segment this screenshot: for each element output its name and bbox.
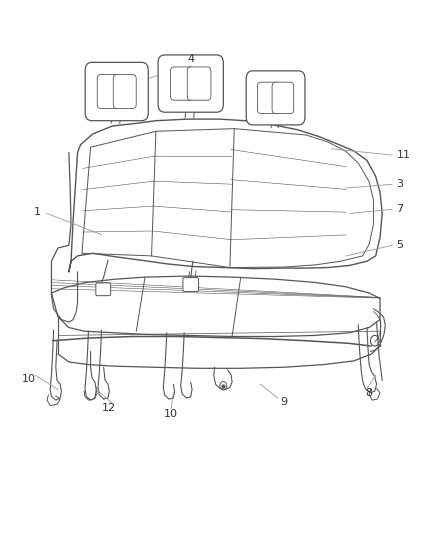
FancyBboxPatch shape	[97, 75, 120, 109]
Text: 8: 8	[366, 387, 373, 398]
Text: 9: 9	[280, 397, 287, 407]
FancyBboxPatch shape	[113, 75, 136, 109]
FancyBboxPatch shape	[85, 62, 148, 120]
Text: 11: 11	[396, 150, 410, 160]
FancyBboxPatch shape	[187, 67, 211, 100]
Text: 3: 3	[396, 179, 403, 189]
Text: 10: 10	[164, 409, 178, 419]
Text: 4: 4	[187, 54, 194, 63]
FancyBboxPatch shape	[258, 82, 279, 114]
FancyBboxPatch shape	[96, 283, 111, 296]
FancyBboxPatch shape	[170, 67, 194, 100]
FancyBboxPatch shape	[158, 55, 223, 112]
Text: 10: 10	[21, 374, 35, 384]
Text: 12: 12	[102, 402, 117, 413]
Text: 5: 5	[396, 240, 403, 251]
Text: 7: 7	[396, 204, 404, 214]
FancyBboxPatch shape	[246, 71, 305, 125]
FancyBboxPatch shape	[272, 82, 294, 114]
FancyBboxPatch shape	[183, 278, 198, 292]
Text: 1: 1	[34, 207, 41, 217]
